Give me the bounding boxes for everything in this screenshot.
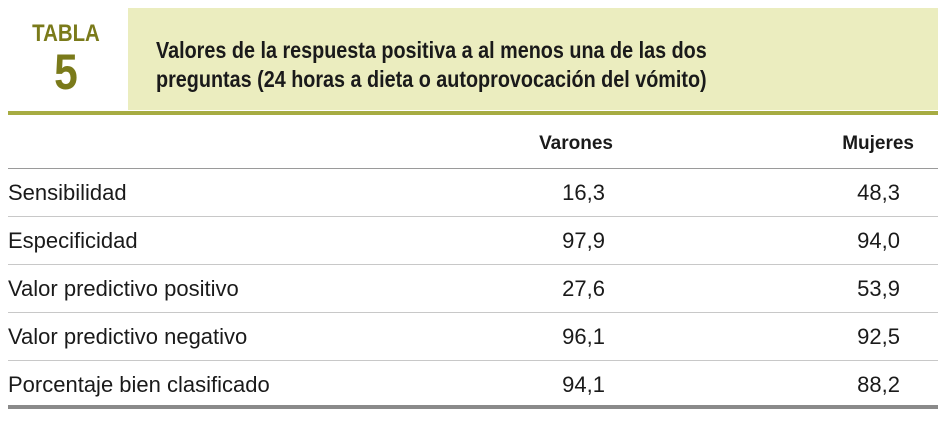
table-header-row: Varones Mujeres — [8, 120, 938, 169]
cell-varones: 16,3 — [508, 168, 613, 217]
row-label: Especificidad — [8, 216, 508, 265]
table-header: TABLA 5 Valores de la respuesta positiva… — [8, 8, 938, 110]
table-row: Sensibilidad 16,3 48,3 — [8, 168, 938, 217]
row-label: Sensibilidad — [8, 168, 508, 217]
row-label: Valor predictivo positivo — [8, 264, 508, 313]
row-label: Porcentaje bien clasificado — [8, 371, 270, 397]
cell-mujeres: 48,3 — [613, 168, 938, 217]
table-title-line-1: Valores de la respuesta positiva a al me… — [156, 37, 707, 63]
data-table: Varones Mujeres Sensibilidad 16,3 48,3 E… — [8, 120, 938, 408]
column-header-varones: Varones — [508, 120, 613, 169]
cell-mujeres: 94,0 — [613, 216, 938, 265]
cell-mujeres-value: 88,2 — [857, 371, 900, 397]
cell-varones: 94,1 — [508, 361, 613, 409]
table-title: Valores de la respuesta positiva a al me… — [156, 36, 930, 94]
cell-varones-value: 96,1 — [562, 323, 605, 349]
column-header-mujeres: Mujeres — [613, 120, 938, 169]
cell-varones: 96,1 — [508, 312, 613, 361]
table-title-line-2: preguntas (24 horas a dieta o autoprovoc… — [156, 66, 707, 92]
cell-mujeres-value: 94,0 — [857, 227, 900, 253]
column-header-label — [8, 120, 508, 169]
table-row: Porcentaje bien clasificado 94,1 88,2 — [8, 361, 938, 409]
title-box: Valores de la respuesta positiva a al me… — [128, 8, 938, 110]
cell-mujeres: 88,2 — [613, 361, 938, 409]
cell-varones: 97,9 — [508, 216, 613, 265]
column-header-mujeres-text: Mujeres — [842, 133, 914, 154]
cell-varones: 27,6 — [508, 264, 613, 313]
table-row: Valor predictivo positivo 27,6 53,9 — [8, 264, 938, 313]
cell-varones-value: 27,6 — [562, 275, 605, 301]
header-divider — [8, 111, 938, 115]
cell-mujeres: 92,5 — [613, 312, 938, 361]
table-tag: TABLA 5 — [8, 8, 124, 110]
table-row: Especificidad 97,9 94,0 — [8, 216, 938, 265]
table-bottom-rule — [8, 405, 938, 409]
table-row: Valor predictivo negativo 96,1 92,5 — [8, 312, 938, 361]
cell-mujeres: 53,9 — [613, 264, 938, 313]
cell-mujeres-value: 92,5 — [857, 323, 900, 349]
cell-mujeres-value: 48,3 — [857, 179, 900, 205]
row-label: Valor predictivo negativo — [8, 312, 508, 361]
cell-mujeres-value: 53,9 — [857, 275, 900, 301]
table-tag-word: TABLA — [32, 20, 100, 47]
cell-varones-value: 16,3 — [562, 179, 605, 205]
table-tag-number: 5 — [54, 44, 78, 100]
cell-varones-value: 94,1 — [562, 371, 605, 397]
cell-varones-value: 97,9 — [562, 227, 605, 253]
